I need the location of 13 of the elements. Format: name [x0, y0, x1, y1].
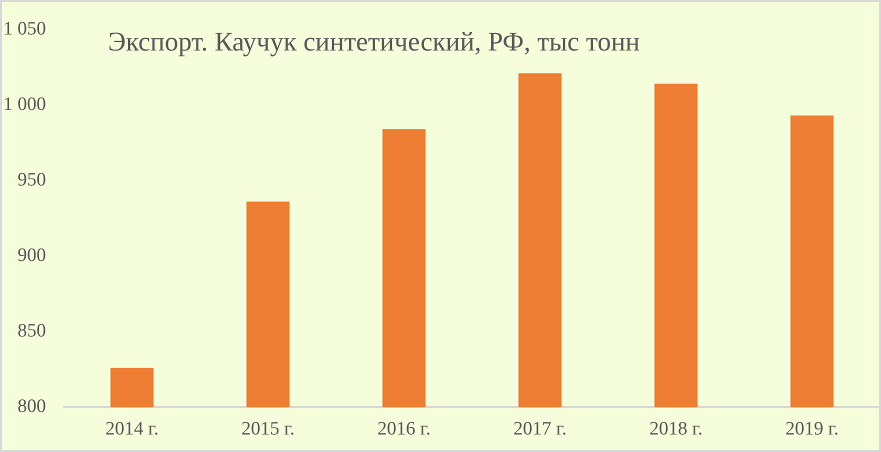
y-tick-label: 900 [18, 245, 46, 266]
y-tick-label: 950 [18, 170, 46, 191]
x-tick-label: 2019 г. [785, 418, 839, 440]
x-tick-label: 2014 г. [105, 418, 159, 440]
x-tick-label: 2015 г. [241, 418, 295, 440]
y-tick-label: 850 [18, 320, 46, 342]
x-tick-label: 2017 г. [513, 418, 567, 440]
y-tick-label: 1 050 [3, 18, 46, 40]
y-tick-label: 1 000 [3, 94, 46, 115]
x-tick-label: 2018 г. [649, 418, 703, 440]
x-tick-label: 2016 г. [377, 418, 431, 440]
chart-title: Экспорт. Каучук синтетический, РФ, тыс тонн [108, 26, 640, 56]
y-tick-label: 800 [18, 396, 46, 418]
